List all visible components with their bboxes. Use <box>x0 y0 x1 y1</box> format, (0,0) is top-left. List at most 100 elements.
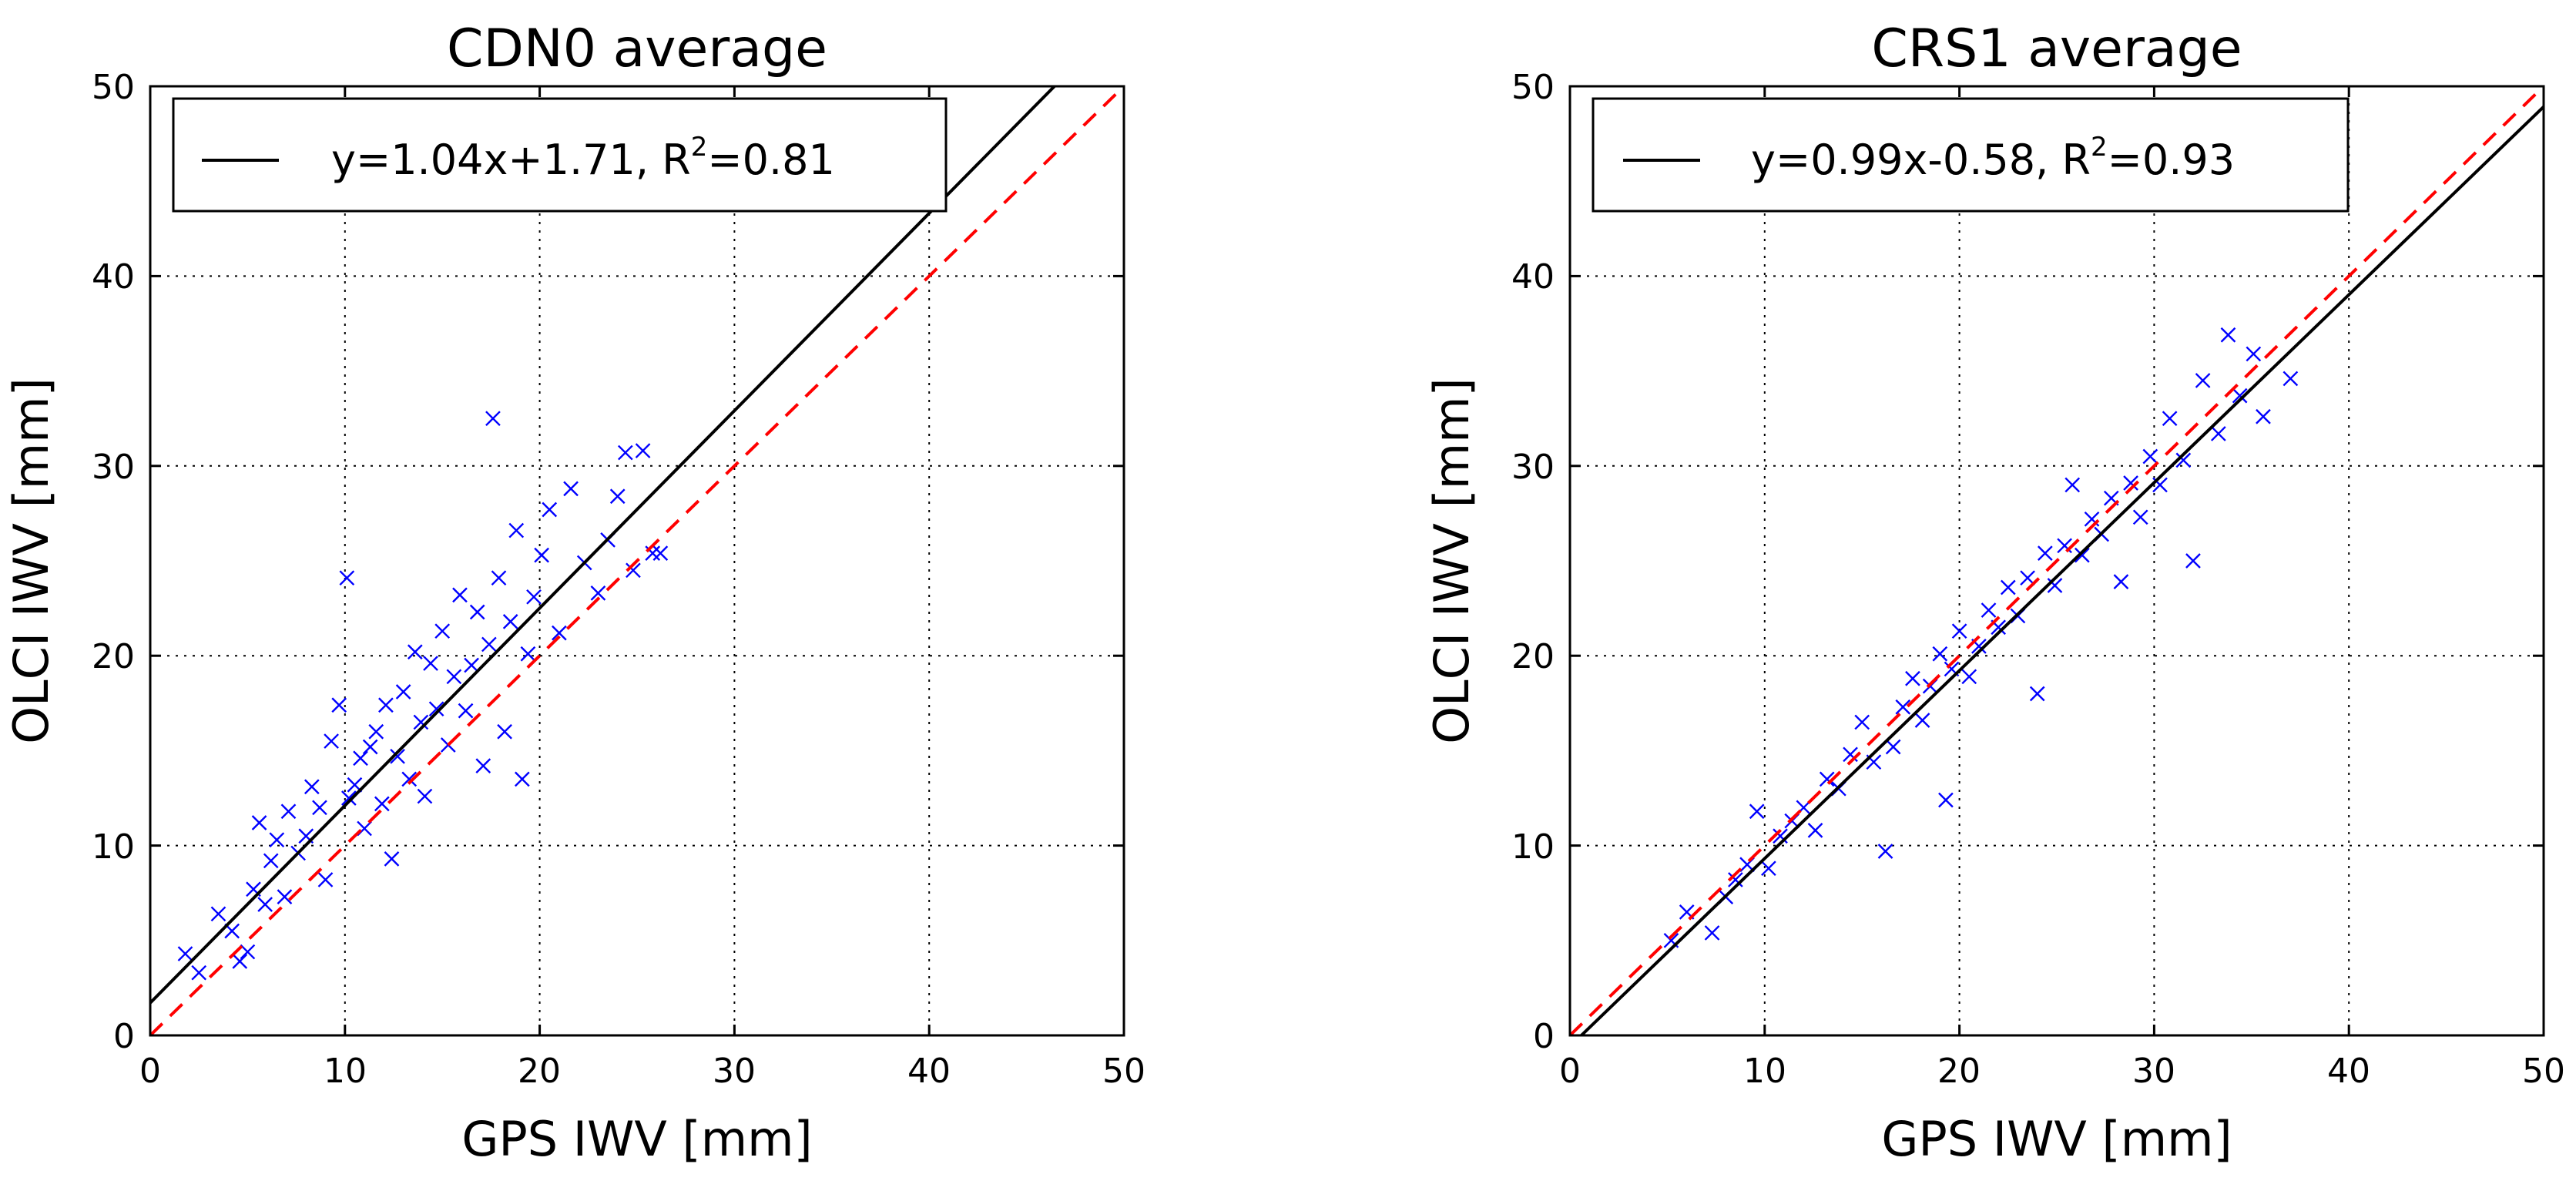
regression-line <box>1578 106 2544 1035</box>
x-axis-label: GPS IWV [mm] <box>1881 1111 2232 1167</box>
x-tick-label: 10 <box>1743 1052 1786 1091</box>
y-axis-label: OLCI IWV [mm] <box>1424 377 1480 744</box>
data-point <box>609 488 626 505</box>
data-point <box>475 758 491 773</box>
data-point <box>423 656 438 671</box>
legend: y=0.99x-0.58, R2=0.93 <box>1592 97 2350 213</box>
data-point <box>2220 327 2236 343</box>
legend-label: y=1.04x+1.71, R2=0.81 <box>331 132 835 184</box>
data-point <box>1728 872 1743 887</box>
x-tick-label: 20 <box>1937 1052 1981 1091</box>
axis-ticks <box>149 85 1125 1037</box>
chart-panel-cdn0: CDN0 average 0 10 20 30 40 50 0 10 20 30… <box>3 18 1145 1167</box>
data-point <box>304 779 320 795</box>
data-point <box>263 853 279 869</box>
data-point <box>1749 804 1765 820</box>
x-tick-labels: 0 10 20 30 40 50 <box>139 1052 1145 1091</box>
data-point <box>552 625 567 641</box>
x-tick-label: 30 <box>2132 1052 2175 1091</box>
data-point <box>1981 602 1997 618</box>
data-point <box>417 788 433 804</box>
y-tick-label: 20 <box>1511 637 1555 676</box>
x-tick-label: 20 <box>518 1052 561 1091</box>
regression-line <box>150 86 1057 1005</box>
y-tick-label: 10 <box>92 827 135 867</box>
data-point <box>1938 792 1954 808</box>
data-point <box>542 502 558 518</box>
data-point <box>251 815 267 830</box>
y-tick-label: 30 <box>92 448 135 487</box>
data-point <box>1932 646 1948 662</box>
y-tick-label: 20 <box>92 637 135 676</box>
identity-line <box>150 86 1124 1035</box>
data-point <box>2175 452 2192 468</box>
data-point <box>434 623 451 639</box>
data-point <box>590 585 606 601</box>
data-point <box>2037 545 2053 561</box>
x-tick-label: 0 <box>139 1052 161 1091</box>
data-point <box>458 703 474 719</box>
data-point <box>312 800 327 816</box>
data-point <box>1905 670 1920 686</box>
data-point <box>2113 574 2129 589</box>
data-point <box>464 657 479 673</box>
data-point <box>508 522 525 538</box>
y-tick-label: 50 <box>1511 68 1555 107</box>
data-point <box>232 954 248 969</box>
data-point <box>177 946 193 961</box>
data-point <box>362 739 378 755</box>
data-point <box>491 570 507 586</box>
y-tick-label: 0 <box>113 1017 135 1056</box>
data-point <box>514 771 530 787</box>
scatter-points <box>1663 327 2299 948</box>
data-point <box>1877 844 1893 859</box>
data-point <box>280 804 297 820</box>
identity-line <box>1570 86 2544 1035</box>
data-point <box>481 636 497 653</box>
data-point <box>2162 411 2178 427</box>
data-point <box>652 545 669 561</box>
data-point <box>368 723 384 740</box>
data-point <box>520 646 536 662</box>
x-tick-label: 10 <box>324 1052 367 1091</box>
data-point <box>2142 448 2158 465</box>
plot-area <box>1570 86 2544 1035</box>
x-tick-label: 50 <box>2522 1052 2565 1091</box>
axis-ticks <box>1568 85 2545 1037</box>
legend: y=1.04x+1.71, R2=0.81 <box>172 97 948 213</box>
data-point <box>1961 669 1977 685</box>
data-point <box>401 771 418 787</box>
data-point <box>384 851 400 867</box>
x-tick-label: 30 <box>713 1052 756 1091</box>
data-point <box>1885 739 1901 755</box>
chart-title: CRS1 average <box>1871 18 2242 79</box>
data-point <box>2000 579 2016 596</box>
data-point <box>469 604 485 620</box>
data-point <box>2195 373 2211 388</box>
data-point <box>257 897 273 912</box>
data-point <box>497 723 512 740</box>
plot-frame <box>149 85 1125 1037</box>
data-point <box>2075 547 2090 563</box>
data-point <box>395 684 411 700</box>
chart-title: CDN0 average <box>447 18 827 79</box>
data-point <box>269 832 285 848</box>
data-point <box>1854 714 1870 730</box>
x-tick-label: 40 <box>907 1052 951 1091</box>
data-point <box>390 748 405 764</box>
y-tick-labels: 0 10 20 30 40 50 <box>1511 68 1555 1056</box>
data-point <box>339 570 355 586</box>
data-point <box>563 481 579 497</box>
data-point <box>277 889 293 904</box>
scatter-points <box>177 411 669 981</box>
data-point <box>2232 387 2248 404</box>
data-point <box>374 796 390 812</box>
legend-box <box>172 97 948 213</box>
y-tick-label: 40 <box>1511 257 1555 297</box>
data-point <box>341 790 357 806</box>
data-point <box>428 701 444 717</box>
data-point <box>2123 475 2138 491</box>
data-point <box>1895 699 1911 715</box>
data-point <box>2029 686 2045 702</box>
